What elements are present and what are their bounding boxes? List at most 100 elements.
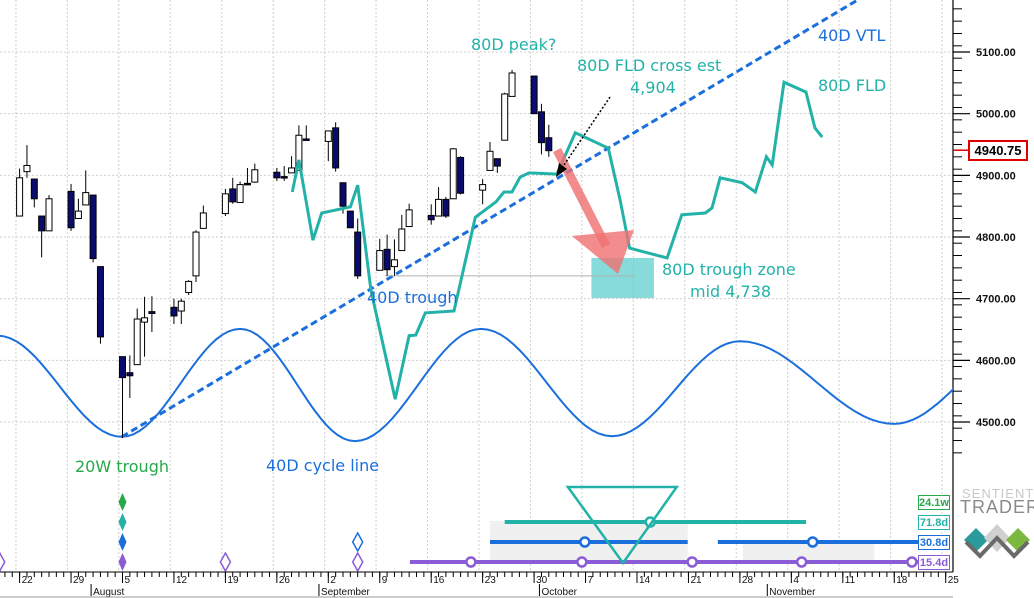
candle-up [251,169,259,183]
x-axis-day-label: 19 [227,575,239,586]
candle-down [170,306,178,317]
x-axis-month-label: September [321,587,371,598]
phase-shading [522,541,654,562]
x-axis-day-label: 11 [845,575,856,586]
y-axis-label: 4900.00 [976,170,1016,182]
candle-up [23,164,31,173]
plot-area [0,0,953,572]
x-axis-day-label: 25 [948,575,960,586]
candle-up [390,259,398,268]
cycle-label-72d: 71.8d [918,515,950,530]
fld-cross-pointer [561,96,611,169]
candle-down [96,266,104,338]
y-axis-label: 5100.00 [976,47,1016,59]
candle-down [67,190,75,229]
candle-up [376,250,384,271]
candle-down [280,176,288,179]
candle-up [508,72,516,97]
candle-up [486,150,494,171]
x-axis-month-label: November [769,587,816,598]
logo-icon [964,524,1030,559]
candle-down [243,182,251,186]
trough-triangle [565,485,680,566]
candle-up [295,134,303,171]
candle-up [45,198,53,232]
logo-text-bottom: TRADER [960,497,1034,517]
cycle-phase-marker [806,536,819,548]
candle-up [221,193,229,215]
candle-down [545,137,553,152]
fld-line-80d [290,80,824,400]
trough-diamond-hollow [351,531,364,553]
x-axis-day-label: 4 [793,575,799,586]
candle-down [493,158,501,167]
cycle-phase-marker [465,556,477,568]
x-axis-day-label: 22 [22,575,34,586]
annotation-80d-peak: 80D peak? [471,35,557,54]
cycle-line-40d [0,327,953,443]
annotation-40d-trough: 40D trough [367,288,458,307]
last-price-label: 4940.75 [968,140,1028,161]
candle-down [30,178,38,200]
candle-up [74,210,82,220]
cycle-phase-marker [579,536,591,548]
x-axis-month-label: October [541,587,577,598]
annotation-fld-cross: 80D FLD cross est [577,56,722,75]
projection-arrow-head [572,230,634,274]
annotation-fld-cross-value: 4,904 [630,78,676,97]
x-axis-day-label: 9 [382,575,388,586]
candle-down [148,311,156,314]
cycle-phase-marker [906,556,918,568]
x-axis-day-label: 12 [176,575,188,586]
candle-up [449,148,457,200]
x-axis-day-label: 21 [690,575,702,586]
y-axis-label: 4700.00 [976,294,1016,306]
cycle-label-31d: 30.8d [918,535,950,550]
x-axis-day-label: 23 [485,575,497,586]
trough-diamond-hollow [0,551,6,572]
candle-down [339,182,347,207]
x-axis-day-label: 14 [639,575,651,586]
vtl-line-40d [120,0,861,439]
annotation-80d-fld: 80D FLD [818,76,887,95]
x-axis-day-label: 18 [896,575,908,586]
candle-down [354,231,362,277]
candle-up [288,167,296,174]
candle-down [89,194,97,260]
x-axis-day-label: 7 [588,575,594,586]
y-axis-label: 4800.00 [976,232,1016,244]
x-axis-day-label: 29 [73,575,85,586]
candle-up [398,228,406,252]
annotation-20w-trough: 20W trough [75,457,169,476]
candle-down [383,248,391,271]
x-axis-day-label: 28 [742,575,754,586]
cycle-phase-marker [795,556,808,568]
candle-up [177,300,185,312]
candle-up [133,318,141,366]
candle-down [119,356,126,379]
trough-diamond-hollow [219,551,232,572]
candle-up [501,93,509,141]
y-axis-label: 5000.00 [976,109,1016,121]
candle-up [185,280,193,294]
trough-diamond-filled [118,513,127,531]
candle-up [236,184,244,203]
trough-diamond-filled [118,533,127,551]
candle-down [346,210,354,229]
candle-down [302,138,310,141]
annotation-40d-vtl: 40D VTL [818,26,886,45]
cycle-label-15d: 15.4d [918,555,950,570]
candle-down [457,156,465,194]
cycle-phase-marker [686,556,698,568]
annotation-trough-zone: 80D trough zone [662,260,796,279]
x-axis-day-label: 26 [279,575,291,586]
x-axis-day-label: 16 [433,575,445,586]
annotation-40d-cycle-line: 40D cycle line [266,456,380,475]
candle-down [38,215,46,232]
fld-cross-pointer-head [556,163,567,177]
candle-down [537,111,545,144]
candle-up [324,130,332,142]
candle-up [405,209,413,228]
candle-down [442,198,450,217]
